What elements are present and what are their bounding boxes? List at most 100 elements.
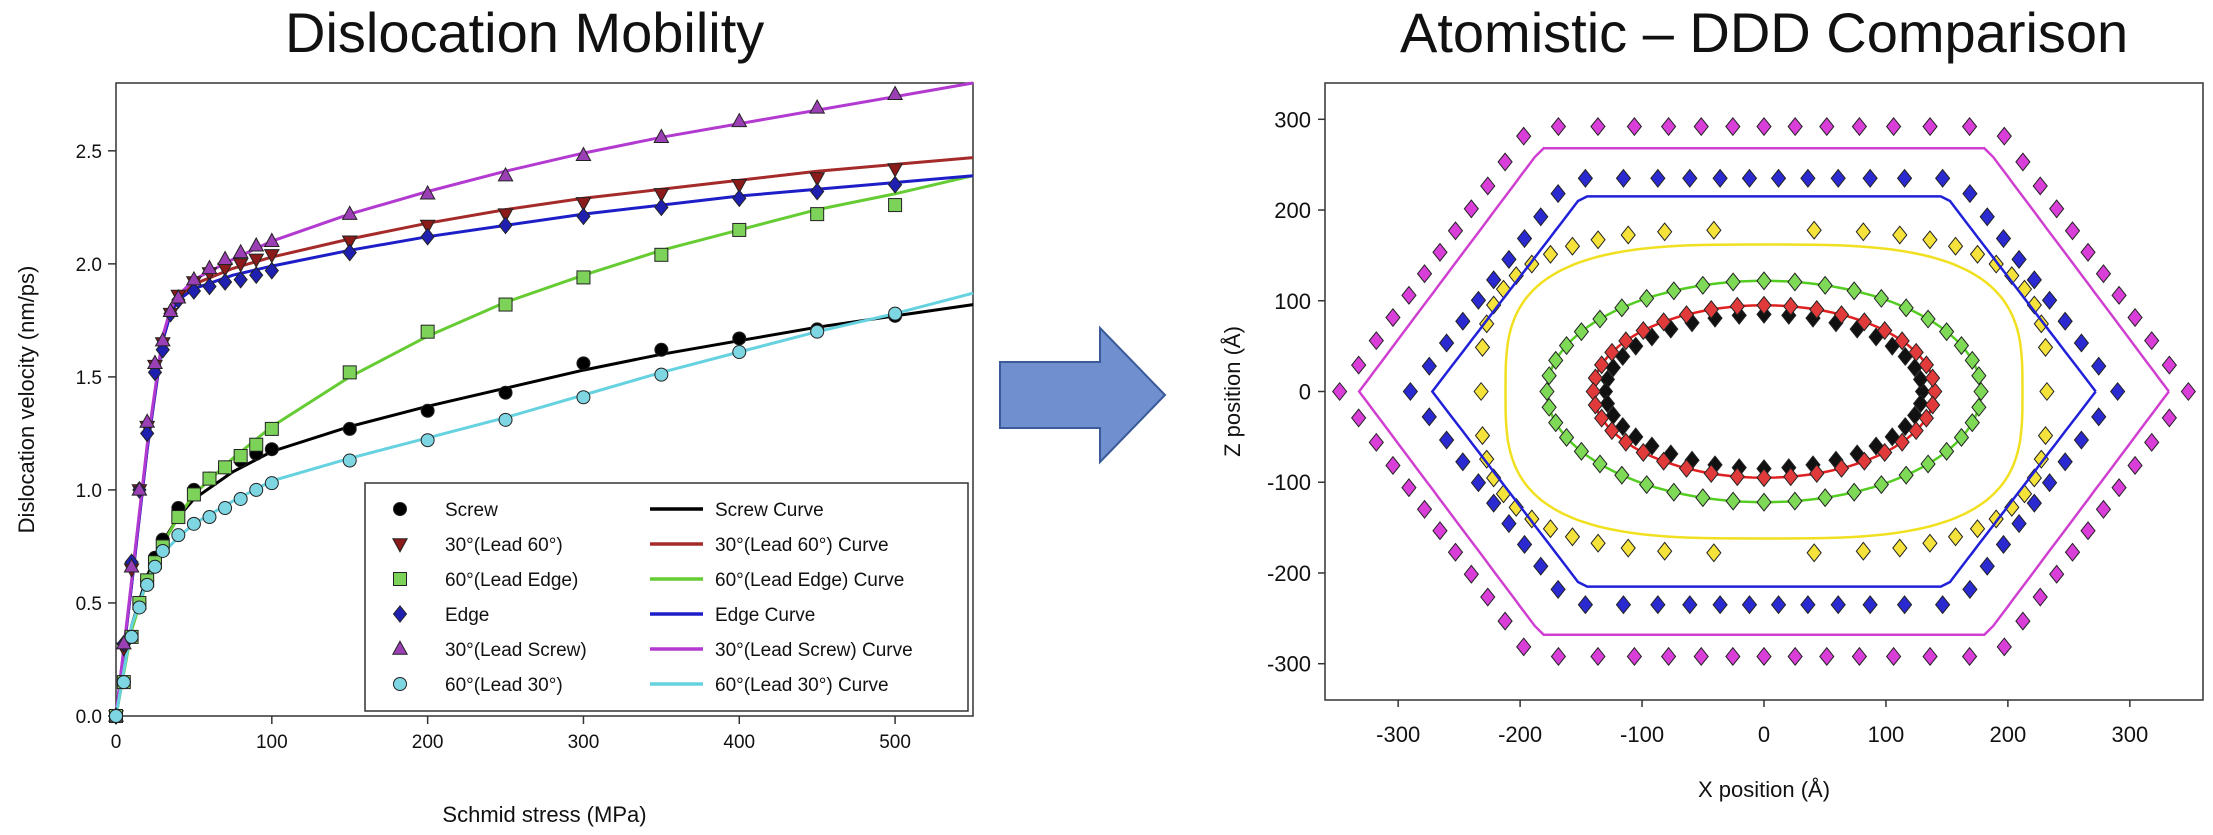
loop-5-atomistic-point	[1447, 221, 1464, 241]
loop-3-atomistic-point	[1988, 254, 2004, 274]
loop-2-atomistic-point	[1938, 322, 1955, 342]
60-lead-30-point	[186, 516, 201, 531]
loop-4-atomistic-point	[2026, 270, 2042, 290]
loop-2-atomistic-point	[1548, 413, 1564, 433]
loop-2-atomistic-point	[1695, 275, 1711, 295]
loop-5-atomistic-point	[2049, 199, 2065, 219]
30-lead-60-point	[809, 172, 826, 187]
loop-2-atomistic-point	[1548, 350, 1564, 370]
loop-5-atomistic-point	[1463, 564, 1479, 584]
loop-5-atomistic-point	[2111, 478, 2127, 498]
loop-3-atomistic-point	[1922, 533, 1938, 553]
60-lead-30-series	[109, 306, 903, 723]
loop-3-atomistic-point	[2037, 337, 2054, 357]
loop-3-atomistic-point	[1657, 541, 1673, 561]
loop-5-atomistic-point	[1819, 646, 1835, 666]
edge-point	[342, 243, 357, 262]
legend-label-screw: Screw	[445, 500, 498, 521]
loop-2-atomistic-point	[1725, 491, 1741, 511]
loop-5-atomistic-point	[1725, 117, 1741, 137]
loop-4-atomistic-point	[1682, 168, 1698, 188]
loop-3-atomistic-point	[1620, 538, 1636, 558]
loop-3-ddd-curve	[1504, 243, 2024, 540]
60-lead-30-point	[654, 367, 669, 382]
60-lead-30-point	[420, 433, 435, 448]
60-lead-30-point	[342, 453, 357, 468]
loop-3-atomistic-point	[1855, 541, 1871, 561]
y-tick-label: -300	[1267, 652, 1311, 677]
60-lead-30-point	[810, 324, 825, 339]
loop-1-atomistic-point	[1585, 381, 1601, 402]
loop-5-atomistic-point	[2032, 587, 2048, 607]
loop-4-atomistic-point	[1862, 595, 1878, 615]
edge-point	[140, 424, 155, 443]
loop-4-atomistic-point	[1995, 534, 2012, 555]
loop-1-atomistic-point	[1604, 342, 1620, 362]
60-lead-edge-point	[810, 207, 825, 222]
loop-2-atomistic-point	[1920, 454, 1936, 474]
loop-1-atomistic-point	[1618, 432, 1634, 452]
30-lead-screw-point	[497, 166, 514, 182]
loop-2-atomistic-point	[1971, 397, 1987, 417]
loop-3-atomistic-point	[1590, 230, 1606, 250]
30-lead-60-point	[731, 179, 748, 194]
loop-3-atomistic-point	[1892, 538, 1908, 558]
loop-4-atomistic-point	[1800, 595, 1816, 615]
y-tick-label: 300	[1274, 107, 1311, 132]
loop-1-atomistic-point	[1678, 305, 1695, 325]
60-lead-30-point	[155, 543, 170, 558]
loop-2-atomistic-point	[1973, 381, 1989, 402]
loop-4-atomistic-point	[2011, 514, 2027, 534]
60-lead-30-point	[202, 510, 217, 525]
y-axis-label: Z position (Å)	[1220, 326, 1245, 457]
60-lead-30-point	[124, 629, 139, 644]
loop-4-atomistic-point	[1862, 168, 1878, 188]
loop-2-atomistic-point	[1971, 366, 1987, 386]
loop-3-atomistic-point	[2033, 314, 2049, 334]
60-lead-edge-point	[654, 247, 669, 262]
loop-5-atomistic-point	[1385, 455, 1401, 476]
loop-4-atomistic-point	[2041, 473, 2058, 493]
loop-2-atomistic-point	[1873, 475, 1889, 495]
loop-5-atomistic-point	[2161, 355, 2177, 375]
loop-2-atomistic-point	[1787, 272, 1803, 292]
loop-1-atomistic-point	[1729, 467, 1745, 487]
loop-4-atomistic-point	[1979, 556, 1995, 576]
60-lead-edge-point	[342, 365, 357, 380]
60-lead-edge-point	[732, 222, 747, 237]
plot-frame	[1324, 82, 2204, 701]
loop-1-atomistic-point	[1587, 395, 1604, 415]
loop-5-atomistic-point	[1550, 646, 1567, 666]
loop-4-atomistic-point	[2091, 407, 2107, 427]
loop-5-atomistic-point	[1725, 646, 1741, 666]
loop-3-atomistic-point	[1855, 222, 1871, 242]
loop-4-atomistic-point	[1712, 595, 1728, 615]
loop-1-atomistic-point	[1856, 451, 1872, 471]
60-lead-30-point	[498, 412, 513, 427]
x-tick-label: 100	[1868, 722, 1905, 747]
loop-3-atomistic-point	[1542, 244, 1559, 264]
loop-2-atomistic-point	[1846, 281, 1862, 301]
screw-point	[498, 385, 513, 400]
loop-5-atomistic-point	[1756, 646, 1772, 666]
loop-4-atomistic-point	[2073, 333, 2090, 353]
x-tick-label: 300	[568, 732, 600, 753]
60-lead-30-point	[732, 345, 747, 360]
loop-2-atomistic-point	[1558, 335, 1575, 356]
loop-1-atomistic-point	[1856, 312, 1872, 332]
loop-5-atomistic-point	[1516, 126, 1532, 146]
loop-4-atomistic-point	[2109, 381, 2126, 402]
x-tick-label: -100	[1620, 722, 1664, 747]
x-tick-label: 100	[256, 732, 288, 753]
loop-1-atomistic-point	[1927, 381, 1943, 402]
loop-4-atomistic-point	[2057, 311, 2073, 331]
loop-1-atomistic-point	[1908, 421, 1924, 441]
60-lead-30-point	[140, 577, 155, 592]
legend-label-60-lead-edge: 60°(Lead Edge)	[445, 570, 578, 591]
loop-1	[1585, 295, 1943, 488]
60-lead-edge-point	[498, 297, 513, 312]
loop-4-atomistic-point	[1770, 595, 1787, 615]
60-lead-30-point	[576, 390, 591, 405]
loop-1-atomistic-point	[1635, 442, 1651, 463]
